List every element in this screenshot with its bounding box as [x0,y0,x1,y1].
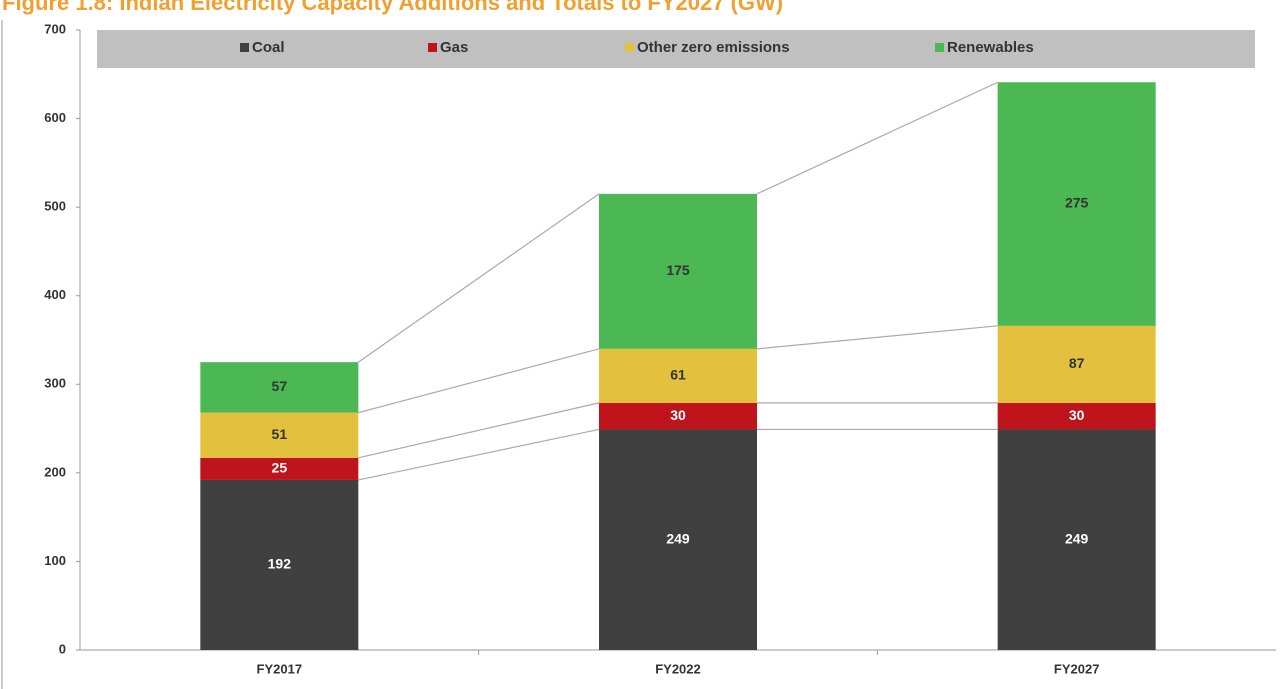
bar-segment [997,82,1156,326]
legend-label: Gas [440,39,468,56]
legend-swatch [625,43,634,52]
bar-segment [997,429,1156,650]
legend-band [97,30,1255,68]
data-label: 57 [272,378,288,394]
bar-segment [599,193,757,349]
x-tick-label: FY2017 [257,661,303,676]
data-label: 30 [670,407,686,423]
bar-segment [200,457,359,480]
data-label: 25 [272,460,288,476]
bar-segment [200,479,359,650]
legend-label: Other zero emissions [637,39,790,56]
connector [358,428,600,481]
data-label: 192 [268,556,292,572]
bar-segment [599,348,757,403]
x-tick-label: FY2027 [1054,661,1100,676]
legend-label: Coal [252,39,285,56]
bar-segment [997,325,1156,403]
data-label: 87 [1069,355,1085,371]
legend-swatch [240,43,249,52]
bar-segment [200,412,359,458]
data-label: 51 [272,426,288,442]
legend-swatch [935,43,944,52]
data-label: 249 [666,530,690,546]
bar-segment [599,429,757,650]
chart-title: Figure 1.8: Indian Electricity Capacity … [2,0,783,15]
connector [756,81,998,195]
y-tick-label: 400 [44,287,66,302]
x-tick-label: FY2022 [655,661,701,676]
legend-label: Renewables [947,39,1034,56]
data-label: 275 [1065,195,1089,211]
connector [358,348,600,414]
y-tick-label: 500 [44,199,66,214]
data-label: 30 [1069,407,1085,423]
y-tick-label: 200 [44,464,66,479]
legend-swatch [428,43,437,52]
y-tick-label: 300 [44,376,66,391]
bar-segment [200,362,359,413]
y-tick-label: 0 [59,641,66,656]
connector [358,402,600,459]
connector [756,325,998,350]
y-tick-label: 600 [44,110,66,125]
connector [357,193,600,363]
data-label: 175 [666,262,690,278]
y-tick-label: 100 [44,553,66,568]
data-label: 249 [1065,530,1089,546]
bar-segment [997,402,1156,430]
y-tick-label: 700 [44,21,66,36]
bar-segment [599,402,757,430]
data-label: 61 [670,367,686,383]
